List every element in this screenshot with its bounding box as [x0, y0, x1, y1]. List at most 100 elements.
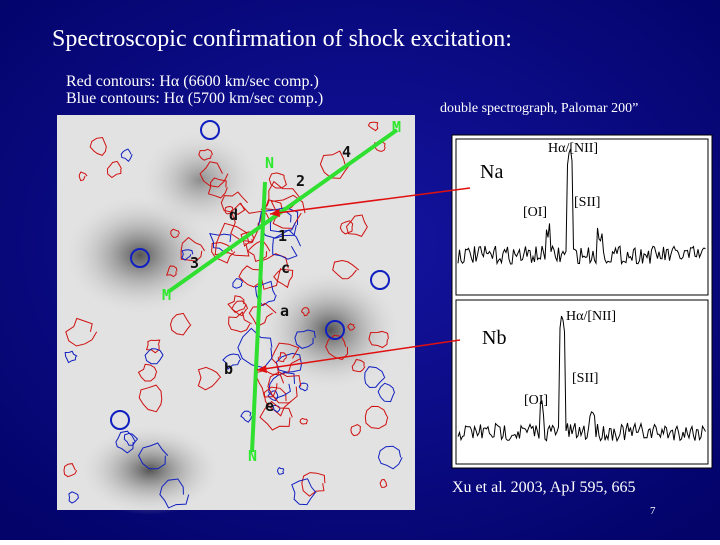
contour [222, 353, 242, 370]
spectrum-trace [457, 315, 706, 443]
contour [64, 350, 78, 364]
contour [319, 150, 351, 179]
contour [254, 369, 285, 398]
contour [169, 312, 192, 336]
caption: double spectrograph, Palomar 200” [440, 101, 638, 116]
blue-contour [110, 410, 130, 430]
slit [166, 128, 399, 294]
contour [137, 363, 158, 382]
contour [259, 400, 293, 431]
blue-contour [370, 270, 390, 290]
arrow [256, 339, 461, 371]
contour [237, 327, 273, 369]
contour [364, 366, 386, 389]
line-label: [SII] [574, 195, 600, 210]
image-label: c [281, 259, 290, 277]
image-label: N [248, 447, 257, 465]
contour [220, 191, 248, 215]
image [57, 115, 415, 515]
contour [351, 358, 366, 373]
contour [138, 384, 163, 413]
page-number: 7 [650, 505, 656, 517]
spectrum-frame [455, 299, 709, 465]
contour [367, 121, 379, 132]
contour [339, 220, 354, 235]
contour [368, 330, 389, 349]
contour [277, 352, 287, 363]
legend-blue: Blue contours: Hα (5700 km/sec comp.) [66, 90, 323, 107]
galaxy [140, 130, 260, 230]
contour [379, 478, 388, 488]
spectrum-frame [455, 138, 709, 296]
contour [364, 405, 389, 430]
contour [138, 442, 169, 470]
citation: Xu et al. 2003, ApJ 595, 665 [452, 479, 636, 496]
image-label: M [162, 286, 171, 304]
line-label: Hα/[NII] [548, 141, 598, 156]
contour [254, 280, 277, 307]
contour [227, 295, 247, 314]
contour [115, 430, 136, 454]
contour [268, 172, 287, 189]
contour [145, 339, 161, 354]
contour [299, 417, 309, 425]
contour [298, 382, 309, 392]
contour [263, 386, 292, 417]
contour [123, 432, 139, 446]
contour [258, 206, 299, 239]
blue-contour [130, 248, 150, 268]
slit [250, 181, 267, 453]
galaxy [80, 425, 220, 515]
contour [347, 323, 356, 331]
contour [377, 382, 396, 403]
contour [106, 160, 122, 179]
contour [377, 445, 403, 470]
blue-contour [200, 120, 220, 140]
image-label: a [280, 302, 289, 320]
spectra [451, 134, 713, 469]
image-label: e [265, 397, 274, 415]
contour [63, 463, 78, 478]
contour [181, 249, 194, 261]
arrow [269, 187, 471, 215]
contour [301, 472, 326, 497]
contour [89, 136, 107, 156]
contour [214, 222, 250, 257]
spectrum-trace [457, 148, 706, 266]
title: Spectroscopic confirmation of shock exci… [52, 26, 512, 52]
image-label: 4 [342, 143, 351, 161]
contour [350, 424, 362, 437]
contour [65, 317, 98, 347]
contour [180, 236, 206, 262]
contour [68, 491, 80, 504]
line-label: [OI] [523, 205, 547, 220]
contour [294, 329, 316, 349]
contour [144, 348, 164, 365]
spectrum-name: Nb [482, 327, 506, 349]
contour [268, 371, 295, 399]
spectra-panel [451, 134, 713, 469]
contour [267, 371, 302, 404]
contour [273, 268, 294, 289]
image-label: 2 [296, 172, 305, 190]
contour [332, 259, 360, 280]
contour [211, 241, 236, 264]
contour [198, 148, 213, 161]
image-label: d [229, 206, 238, 224]
contour [120, 148, 133, 163]
arrowhead [257, 365, 267, 373]
contour [228, 311, 252, 333]
contour [248, 302, 277, 328]
contour [207, 177, 228, 199]
image-label: 1 [278, 227, 287, 245]
galaxy [260, 270, 400, 390]
contour [301, 307, 311, 317]
contour [276, 466, 285, 475]
contour [238, 265, 263, 288]
contour [78, 171, 88, 182]
legend-red: Red contours: Hα (6600 km/sec comp.) [66, 73, 319, 90]
contour [291, 478, 317, 506]
contour [240, 410, 253, 423]
contour [159, 478, 190, 509]
